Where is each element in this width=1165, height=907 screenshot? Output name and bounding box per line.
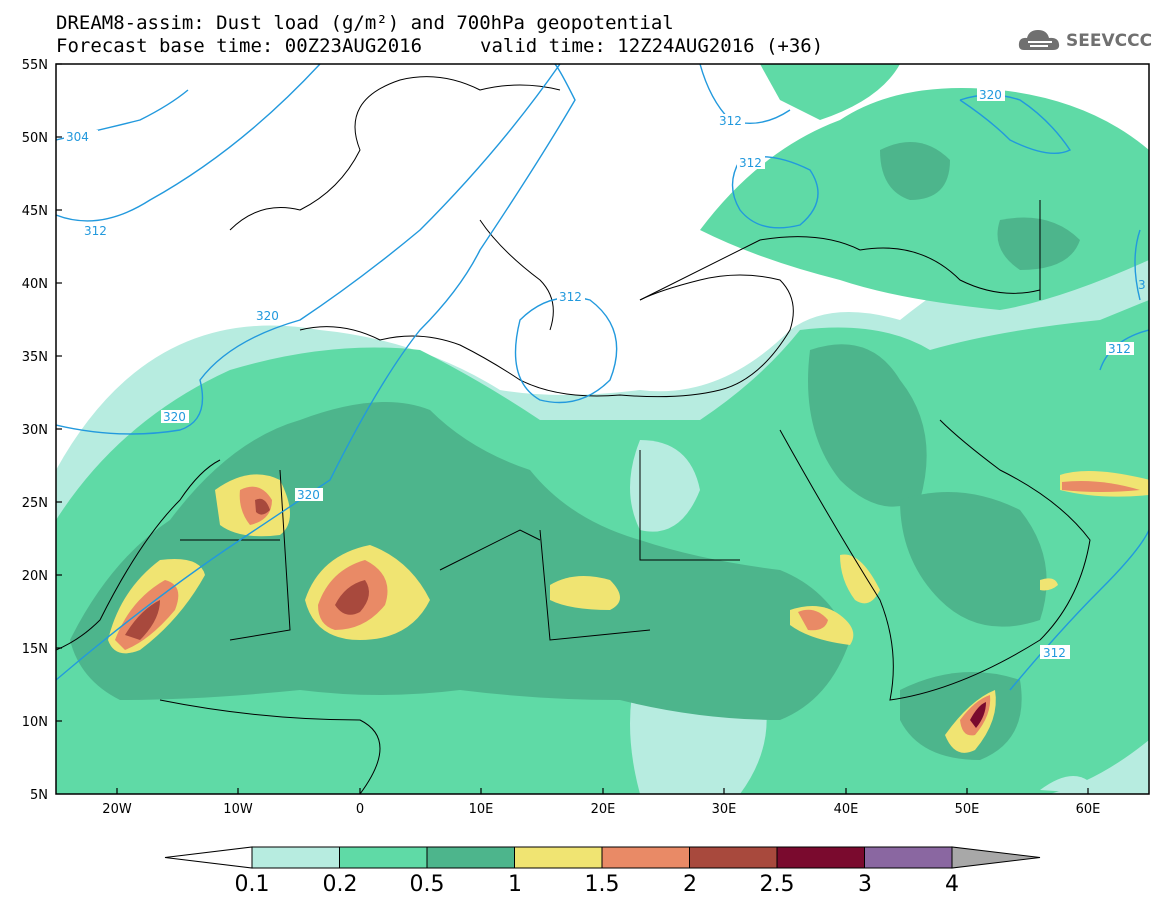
colorbar-swatch: [339, 846, 428, 869]
contour-label: 312: [1108, 342, 1131, 356]
contour-label: 312: [84, 224, 107, 238]
lat-label: 30N: [22, 423, 48, 438]
colorbar-label: 1.5: [584, 872, 620, 897]
lat-label: 35N: [22, 350, 48, 365]
contour-label: 312: [1043, 646, 1066, 660]
longitude-labels: 20W 10W 0 10E 20E 30E 40E 50E 60E: [102, 802, 1100, 817]
colorbar-swatch: [601, 846, 690, 869]
colorbar-max-arrow: [951, 846, 1041, 869]
contour-label: 312: [559, 290, 582, 304]
cloud-icon: [1018, 30, 1060, 50]
lon-label: 60E: [1076, 802, 1101, 817]
map-title: DREAM8-assim: Dust load (g/m²) and 700hP…: [56, 12, 674, 34]
contour-label: 312: [739, 156, 762, 170]
colorbar-label: 0.2: [322, 872, 358, 897]
latitude-labels: 55N 50N 45N 40N 35N 30N 25N 20N 15N 10N …: [22, 58, 48, 803]
lon-label: 20E: [591, 802, 616, 817]
colorbar-swatch: [514, 846, 603, 869]
lat-label: 15N: [22, 642, 48, 657]
lon-label: 50E: [955, 802, 980, 817]
dust-field: [56, 64, 1149, 794]
colorbar-swatch: [689, 846, 778, 869]
colorbar-swatch: [864, 846, 953, 869]
colorbar-label: 1: [508, 872, 522, 897]
lon-label: 20W: [102, 802, 132, 817]
contour-label: 320: [297, 488, 320, 502]
lat-label: 10N: [22, 715, 48, 730]
lon-label: 30E: [712, 802, 737, 817]
colorbar-label: 2.5: [759, 872, 795, 897]
contour-label: 3: [1138, 278, 1146, 292]
contour-labels: 304 312 320 312 312 312 320 320 320 312 …: [64, 88, 1146, 660]
contour-label: 304: [66, 130, 89, 144]
valid-time: valid time: 12Z24AUG2016 (+36): [480, 35, 824, 57]
lat-label: 20N: [22, 569, 48, 584]
colorbar-min-arrow: [164, 846, 253, 869]
lat-label: 50N: [22, 131, 48, 146]
lat-label: 45N: [22, 204, 48, 219]
colorbar-swatch: [251, 846, 340, 869]
colorbar-swatch: [426, 846, 515, 869]
lat-label: 25N: [22, 496, 48, 511]
colorbar-label: 0.1: [234, 872, 270, 897]
colorbar-label: 4: [945, 872, 959, 897]
seevccc-logo: SEEVCCC: [1018, 26, 1158, 56]
lon-label: 10W: [223, 802, 253, 817]
lat-label: 55N: [22, 58, 48, 73]
lon-label: 0: [356, 802, 364, 817]
contour-label: 320: [979, 88, 1002, 102]
colorbar-label: 0.5: [409, 872, 445, 897]
forecast-base-time: Forecast base time: 00Z23AUG2016: [56, 35, 423, 57]
contour-label: 312: [719, 114, 742, 128]
lon-label: 40E: [834, 802, 859, 817]
colorbar-label: 2: [683, 872, 697, 897]
colorbar-swatch: [776, 846, 865, 869]
axis-ticks: [56, 63, 1089, 794]
contour-label: 320: [256, 309, 279, 323]
colorbar-label: 3: [858, 872, 872, 897]
lat-label: 5N: [30, 788, 48, 803]
contour-label: 320: [163, 410, 186, 424]
lat-label: 40N: [22, 277, 48, 292]
colorbar: [164, 846, 1041, 869]
logo-text: SEEVCCC: [1066, 31, 1153, 51]
lon-label: 10E: [469, 802, 494, 817]
